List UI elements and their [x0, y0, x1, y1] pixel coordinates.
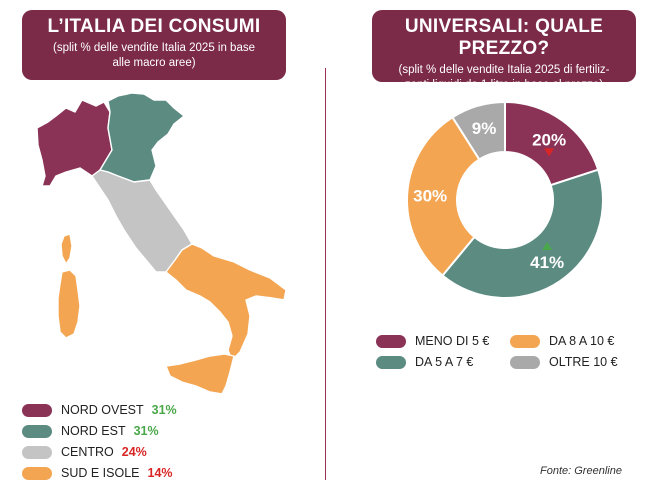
donut-legend-item: OLTRE 10 € [510, 355, 618, 369]
panel-divider [325, 68, 326, 480]
map-region-sud [165, 243, 287, 361]
legend-swatch [22, 403, 52, 417]
donut-legend-label: DA 8 A 10 € [549, 334, 615, 348]
trend-up-icon [542, 242, 553, 251]
donut-slice [441, 168, 604, 299]
donut-label: 30% [413, 186, 447, 205]
map-subtitle-line1: (split % delle vendite Italia 2025 in ba… [52, 42, 255, 54]
donut-slice [406, 115, 481, 277]
map-legend-label: NORD EST [61, 424, 126, 438]
legend-swatch [376, 355, 406, 369]
donut-label: 20% [532, 130, 566, 149]
map-region-nord-est [99, 92, 185, 183]
donut-slice [451, 100, 506, 161]
map-title: L’ITALIA DEI CONSUMI [47, 16, 261, 37]
map-legend-value: 31% [151, 403, 177, 417]
map-corsica [60, 233, 73, 265]
italy-map [36, 92, 287, 395]
donut-subtitle-line1: (split % delle vendite Italia 2025 di fe… [398, 64, 610, 76]
donut-subtitle-line2: zanti liquidi da 1 litro in base al prez… [404, 79, 604, 91]
legend-swatch [22, 424, 52, 438]
map-legend-label: CENTRO [61, 445, 114, 459]
map-legend-value: 31% [133, 424, 159, 438]
donut-title-box: UNIVERSALI: QUALE PREZZO? (split % delle… [372, 10, 636, 91]
map-legend-item: NORD OVEST 31% [22, 403, 177, 417]
donut-legend-label: OLTRE 10 € [549, 355, 618, 369]
map-legend-label: SUD E ISOLE [61, 466, 140, 480]
map-region-sardegna [57, 269, 81, 339]
price-donut-chart: 20% 41% 30% 9% [406, 100, 604, 299]
donut-title: UNIVERSALI: QUALE PREZZO? [404, 16, 604, 59]
donut-legend-item: DA 5 A 7 € [376, 355, 473, 369]
map-legend-item: NORD EST 31% [22, 424, 159, 438]
donut-legend-label: MENO DI 5 € [415, 334, 490, 348]
donut-legend-item: MENO DI 5 € [376, 334, 489, 348]
map-subtitle-line2: alle macro aree) [112, 57, 196, 69]
legend-swatch [510, 334, 540, 348]
source-note: Fonte: Greenline [540, 465, 622, 477]
map-legend-label: NORD OVEST [61, 403, 144, 417]
legend-swatch [22, 466, 52, 480]
trend-down-icon [544, 148, 555, 157]
donut-legend-label: DA 5 A 7 € [415, 355, 474, 369]
legend-swatch [22, 445, 52, 459]
map-title-box: L’ITALIA DEI CONSUMI (split % delle vend… [22, 10, 286, 80]
map-legend-item: SUD E ISOLE 14% [22, 466, 173, 480]
legend-swatch [376, 334, 406, 348]
map-legend-value: 24% [121, 445, 147, 459]
donut-label: 9% [472, 119, 497, 138]
map-legend-item: CENTRO 24% [22, 445, 147, 459]
map-legend-value: 14% [147, 466, 173, 480]
legend-swatch [510, 355, 540, 369]
donut-legend-item: DA 8 A 10 € [510, 334, 614, 348]
donut-label: 41% [530, 253, 564, 272]
map-region-sicilia [165, 353, 235, 395]
